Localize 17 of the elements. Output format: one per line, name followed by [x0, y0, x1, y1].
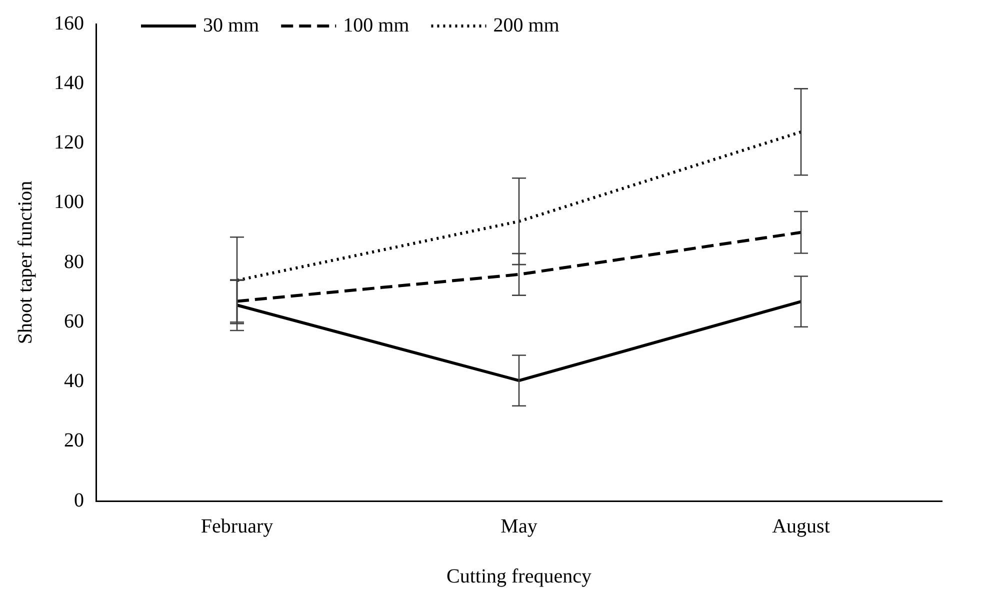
legend-label: 100 mm: [343, 14, 410, 36]
x-tick-label: May: [500, 515, 538, 538]
y-tick-label: 20: [64, 430, 84, 452]
y-tick-label: 100: [54, 191, 84, 214]
y-tick-label: 120: [54, 132, 84, 154]
x-tick-label: February: [200, 515, 274, 538]
y-tick-label: 80: [64, 250, 84, 273]
y-tick-label: 40: [64, 370, 84, 392]
y-tick-label: 160: [54, 12, 84, 34]
y-tick-label: 140: [54, 72, 84, 94]
x-axis-title: Cutting frequency: [446, 565, 592, 588]
legend-label: 200 mm: [493, 14, 560, 36]
y-tick-label: 0: [74, 489, 84, 512]
legend-label: 30 mm: [203, 14, 260, 36]
y-axis-title: Shoot taper function: [14, 180, 36, 344]
x-tick-label: August: [772, 515, 830, 538]
y-tick-label: 60: [64, 310, 84, 332]
